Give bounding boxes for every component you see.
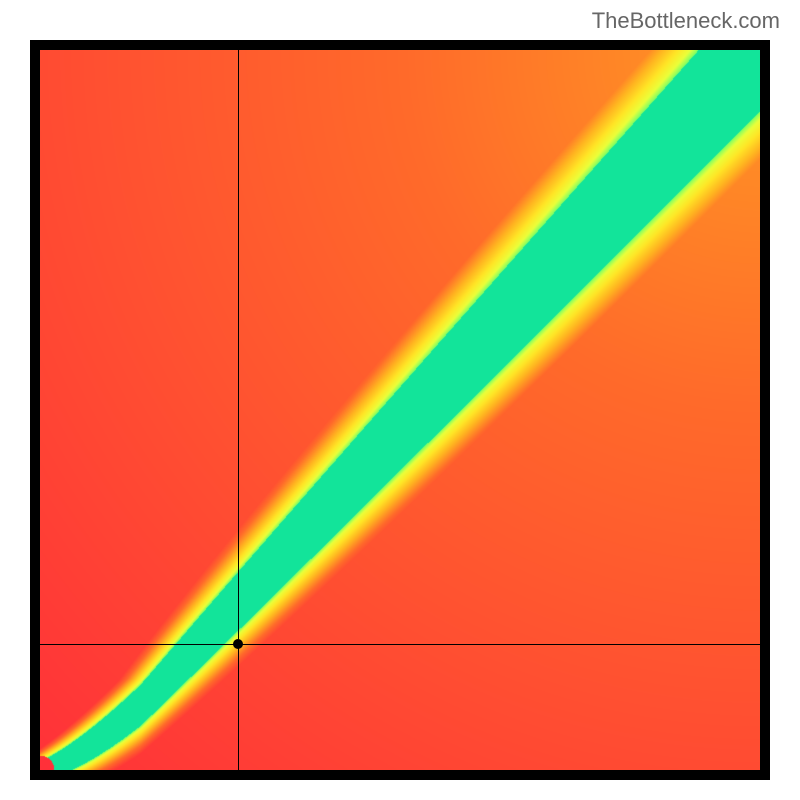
watermark-text: TheBottleneck.com xyxy=(592,8,780,34)
heatmap-canvas xyxy=(40,50,760,770)
chart-container: TheBottleneck.com xyxy=(0,0,800,800)
crosshair-horizontal xyxy=(40,644,760,645)
crosshair-vertical xyxy=(238,50,239,770)
crosshair-marker xyxy=(233,639,243,649)
